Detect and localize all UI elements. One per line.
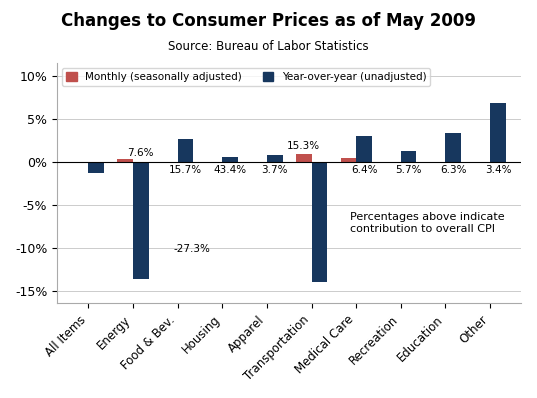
Bar bbox=[118, 159, 133, 162]
Bar bbox=[251, 162, 267, 163]
Bar bbox=[267, 155, 282, 162]
Text: 5.7%: 5.7% bbox=[395, 165, 422, 175]
Text: 15.3%: 15.3% bbox=[287, 141, 320, 151]
Text: Changes to Consumer Prices as of May 2009: Changes to Consumer Prices as of May 200… bbox=[61, 12, 476, 30]
Text: Source: Bureau of Labor Statistics: Source: Bureau of Labor Statistics bbox=[168, 40, 369, 53]
Bar bbox=[430, 162, 446, 163]
Bar bbox=[133, 162, 149, 279]
Text: Percentages above indicate
contribution to overall CPI: Percentages above indicate contribution … bbox=[350, 212, 504, 234]
Bar bbox=[296, 154, 311, 162]
Bar bbox=[178, 139, 193, 162]
Bar bbox=[340, 158, 356, 162]
Legend: Monthly (seasonally adjusted), Year-over-year (unadjusted): Monthly (seasonally adjusted), Year-over… bbox=[62, 68, 430, 86]
Text: 6.4%: 6.4% bbox=[351, 165, 378, 175]
Bar bbox=[490, 103, 506, 162]
Text: 43.4%: 43.4% bbox=[214, 165, 246, 175]
Text: 7.6%: 7.6% bbox=[128, 148, 154, 158]
Bar bbox=[356, 136, 372, 162]
Text: 3.4%: 3.4% bbox=[485, 165, 511, 175]
Text: -27.3%: -27.3% bbox=[173, 244, 210, 254]
Bar bbox=[401, 151, 417, 162]
Text: 3.7%: 3.7% bbox=[262, 165, 288, 175]
Bar bbox=[311, 162, 327, 282]
Bar bbox=[222, 157, 238, 162]
Bar bbox=[89, 162, 104, 173]
Text: 6.3%: 6.3% bbox=[440, 165, 467, 175]
Bar bbox=[446, 133, 461, 162]
Text: 15.7%: 15.7% bbox=[169, 165, 202, 175]
Bar bbox=[475, 162, 490, 163]
